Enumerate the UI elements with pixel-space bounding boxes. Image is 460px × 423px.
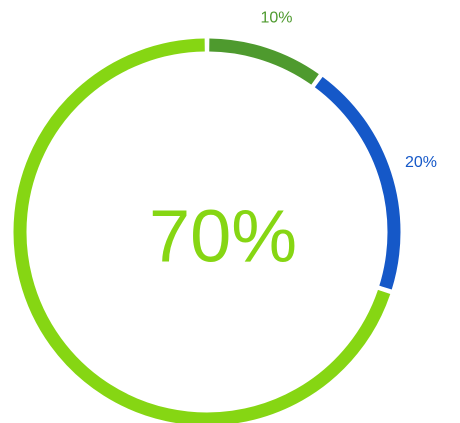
- donut-slice-3: [13, 38, 391, 423]
- slice-labels: 10% 20%: [261, 10, 437, 171]
- donut-slice-1: [209, 38, 319, 85]
- center-value: 70%: [149, 195, 297, 278]
- donut-slice-2: [314, 76, 401, 290]
- donut-slices: [13, 38, 401, 423]
- slice-label-1: 10%: [261, 10, 293, 27]
- slice-label-2: 20%: [405, 154, 437, 171]
